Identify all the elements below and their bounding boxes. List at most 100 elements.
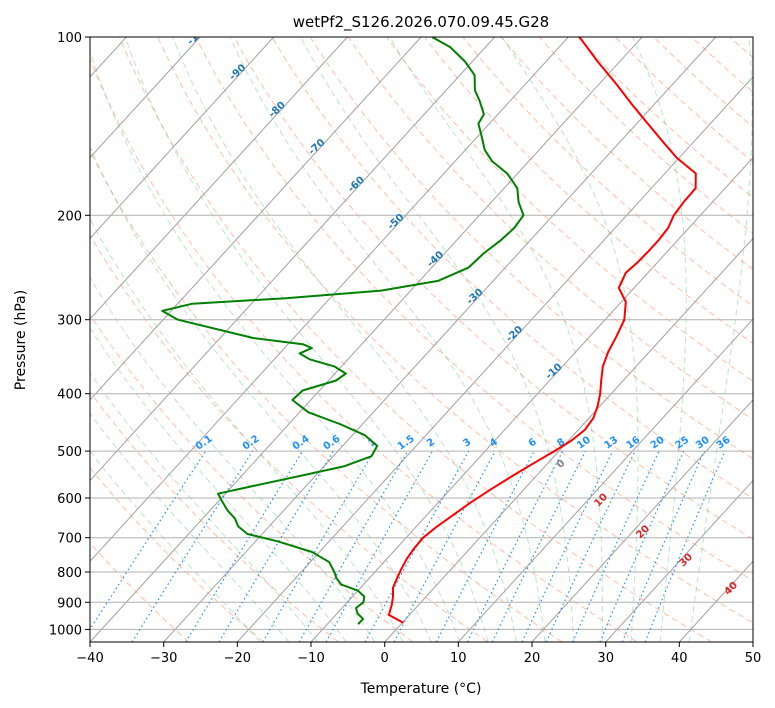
y-tick-label: 600 <box>57 492 82 507</box>
dry-adiabat-line <box>729 37 753 59</box>
mixing-ratio-line <box>466 450 564 642</box>
y-tick-label: 500 <box>57 445 82 460</box>
x-tick-label: −20 <box>224 651 251 666</box>
dry-adiabat-line <box>271 37 753 500</box>
dry-adiabat-line <box>691 37 753 93</box>
moist-adiabat-line <box>90 276 376 642</box>
mixing-ratio-label: 30 <box>694 435 712 452</box>
wet-bulb-label: 30 <box>677 552 695 570</box>
moist-adiabat-line <box>172 37 517 642</box>
mixing-ratio-line <box>262 450 375 642</box>
mixing-ratio-label: 16 <box>625 435 643 452</box>
moist-adiabat-line <box>90 371 319 642</box>
mixing-ratio-line <box>185 450 304 642</box>
wet-bulb-label: 10 <box>592 492 610 510</box>
moist-adiabat-line <box>124 37 489 642</box>
mixing-ratio-line <box>491 450 586 642</box>
y-tick-label: 300 <box>57 314 82 329</box>
x-tick-label: 20 <box>524 651 541 666</box>
y-tick-label: 100 <box>57 31 82 46</box>
background-lines <box>90 37 753 642</box>
y-axis-label: Pressure (hPa) <box>13 290 29 390</box>
dry-adiabat-line <box>576 37 753 198</box>
isotherm-line <box>90 37 496 482</box>
moist-adiabat-line <box>90 49 461 642</box>
wet-bulb-label: 40 <box>722 580 740 598</box>
dewpoint-profile-line <box>161 37 525 625</box>
moist-adiabat-line <box>389 37 603 642</box>
plot-frame <box>89 36 754 643</box>
isotherm-label: -80 <box>267 100 288 120</box>
mixing-ratio-label: 2 <box>425 437 437 450</box>
temperature-profile-line <box>387 37 697 624</box>
dry-adiabat-line <box>386 37 753 382</box>
dry-adiabat-line <box>538 37 753 234</box>
wet-bulb-label: 0 <box>555 458 568 471</box>
mixing-ratio-label: 6 <box>527 437 539 450</box>
isotherm-line <box>90 37 201 159</box>
mixing-ratio-line <box>393 450 496 642</box>
isotherm-line <box>163 37 717 642</box>
isotherm-line <box>90 37 348 320</box>
dry-adiabat-line <box>90 467 264 642</box>
y-tick-label: 1000 <box>49 623 82 638</box>
dry-adiabat-line <box>90 314 414 642</box>
x-tick-label: 50 <box>745 651 762 666</box>
moist-adiabat-line <box>90 217 404 642</box>
mixing-ratio-label: 0.4 <box>291 433 312 452</box>
mixing-ratio-line <box>521 450 614 642</box>
moist-adiabat-line <box>229 37 546 642</box>
isotherm-line <box>457 318 753 642</box>
isotherm-label: -40 <box>425 249 446 269</box>
isotherm-line <box>90 37 422 401</box>
mixing-ratio-label: 20 <box>649 435 667 452</box>
isotherm-line <box>752 641 753 642</box>
chart-title: wetPf2_S126.2026.070.09.45.G28 <box>293 13 549 32</box>
profile-series <box>161 37 697 625</box>
isotherm-label: -20 <box>504 324 525 344</box>
mixing-ratio-label: 36 <box>715 435 733 452</box>
isotherm-line <box>90 37 275 240</box>
x-tick-label: −10 <box>297 651 324 666</box>
dry-adiabat-line <box>233 37 753 540</box>
y-tick-label: 700 <box>57 532 82 547</box>
mixing-ratio-label: 1.5 <box>396 433 417 452</box>
dry-adiabat-line <box>118 37 712 642</box>
mixing-ratio-line <box>218 450 334 642</box>
y-tick-label: 900 <box>57 596 82 611</box>
x-tick-label: 30 <box>597 651 614 666</box>
isotherm-line <box>90 37 643 642</box>
x-tick-label: −40 <box>76 651 103 666</box>
dry-adiabat-line <box>347 37 753 421</box>
moist-adiabat-line <box>632 37 687 642</box>
mixing-ratio-line <box>572 450 660 642</box>
dry-adiabat-line <box>424 37 753 344</box>
isotherm-line <box>605 479 753 642</box>
y-tick-label: 800 <box>57 566 82 581</box>
moist-adiabat-line <box>90 327 347 642</box>
x-tick-label: 10 <box>450 651 467 666</box>
dry-adiabat-line <box>157 37 753 624</box>
dry-adiabat-line <box>90 149 563 642</box>
isotherm-line <box>531 399 753 642</box>
moist-adiabat-line <box>300 37 575 642</box>
mixing-ratio-line <box>621 450 705 642</box>
x-tick-label: 40 <box>671 651 688 666</box>
mixing-ratio-label: 4 <box>488 437 500 450</box>
mixing-ratio-line <box>599 450 685 642</box>
isotherm-label: -60 <box>346 175 367 195</box>
dry-adiabat-line <box>653 37 753 128</box>
mixing-ratio-label: 0.1 <box>194 433 215 452</box>
moist-adiabat-line <box>688 37 753 642</box>
mixing-ratio-line <box>545 450 636 642</box>
isotherm-label: -10 <box>544 362 565 382</box>
line-labels: 0.1 0.2 0.4 0.6 1 1.5 2 3 4 6 8 10 13 16 20 25 30 36-100-… <box>185 23 740 598</box>
isotherm-line <box>384 237 753 642</box>
moist-adiabat-line <box>501 37 639 642</box>
isotherm-label: -100 <box>185 23 211 48</box>
y-tick-label: 400 <box>57 388 82 403</box>
isotherm-label: -90 <box>228 62 249 82</box>
moist-adiabat-line <box>90 450 261 642</box>
isotherm-line <box>90 37 569 562</box>
